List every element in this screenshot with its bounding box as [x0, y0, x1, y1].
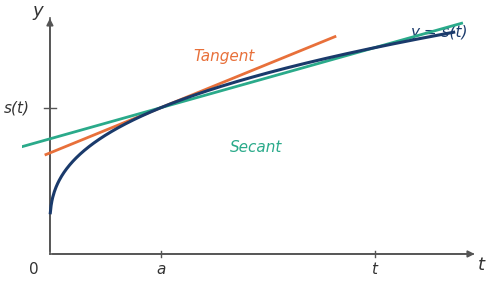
Text: y = s(t): y = s(t) — [410, 25, 468, 40]
Text: t: t — [372, 262, 377, 277]
Text: a: a — [156, 262, 166, 277]
Text: y: y — [33, 2, 43, 20]
Text: t: t — [478, 256, 485, 274]
Text: 0: 0 — [29, 262, 39, 277]
Text: Tangent: Tangent — [193, 49, 255, 64]
Text: Secant: Secant — [229, 140, 282, 155]
Text: s(t): s(t) — [4, 100, 30, 115]
